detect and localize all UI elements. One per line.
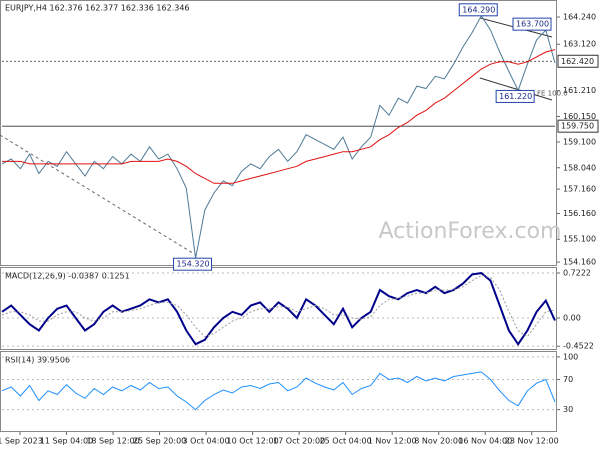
level-label: 159.750 [561, 122, 594, 131]
y-tick-label: 163.120 [563, 40, 596, 49]
macd-panel [0, 267, 557, 350]
panel-title: EURJPY,H4 162.376 162.377 162.336 162.34… [5, 4, 190, 13]
value-label-box [458, 3, 498, 17]
level-box [557, 54, 599, 68]
channel-line [479, 77, 553, 101]
series-line [1, 371, 556, 411]
annotation: FE 100.0 [537, 89, 568, 97]
y-tick-label: 0.00 [563, 314, 581, 323]
x-tick-label: 10 Oct 12:00 [227, 437, 279, 446]
value-label: 161.220 [499, 92, 532, 101]
value-label-box [512, 17, 552, 31]
panel-title: MACD(12,26,9) -0.0387 0.1251 [5, 272, 130, 281]
y-tick-label: 164.240 [563, 13, 596, 22]
y-tick-label: 30 [563, 405, 573, 414]
x-tick-label: 17 Oct 20:00 [273, 437, 325, 446]
x-tick-label: 11 Sep 04:00 [40, 437, 93, 446]
y-tick-label: 161.210 [563, 86, 596, 95]
watermark: ActionForex.com [379, 219, 562, 244]
series-line [1, 272, 556, 346]
x-tick-label: 18 Sep 12:00 [86, 437, 139, 446]
x-tick-label: 1 Sep 2023 [0, 437, 43, 446]
series-line [1, 14, 556, 259]
y-tick-label: 0.7222 [563, 269, 591, 278]
y-tick-label: 70 [563, 375, 573, 384]
x-tick-label: 25 Oct 04:00 [320, 437, 372, 446]
series-line [2, 49, 556, 184]
value-label-box [173, 257, 213, 271]
x-tick-label: 16 Nov 04:00 [458, 437, 512, 446]
level-box [557, 119, 599, 133]
y-tick-label: 160.150 [563, 112, 596, 121]
y-tick-label: 159.100 [563, 137, 596, 146]
value-label-box [495, 89, 535, 103]
x-tick-label: 1 Nov 12:00 [368, 437, 417, 446]
rsi-panel [0, 351, 557, 432]
y-tick-label: 156.160 [563, 209, 596, 218]
value-label: 154.320 [177, 260, 210, 269]
y-tick-label: 157.160 [563, 185, 596, 194]
trend-line [0, 134, 197, 256]
x-tick-label: 25 Sep 20:00 [133, 437, 186, 446]
value-label: 164.290 [462, 5, 495, 14]
y-tick-label: 155.100 [563, 235, 596, 244]
y-tick-label: -0.4522 [563, 342, 594, 351]
series-line [1, 275, 556, 338]
level-label: 162.420 [561, 57, 594, 66]
value-label: 163.700 [516, 20, 549, 29]
x-tick-label: 23 Nov 12:00 [505, 437, 559, 446]
y-tick-label: 100 [563, 352, 578, 361]
y-tick-label: 158.040 [563, 163, 596, 172]
price-panel [0, 0, 557, 266]
y-tick-label: 154.160 [563, 258, 596, 267]
x-tick-label: 8 Nov 20:00 [414, 437, 463, 446]
panel-title: RSI(14) 39.9506 [5, 356, 70, 365]
x-tick-label: 3 Oct 04:00 [183, 437, 230, 446]
